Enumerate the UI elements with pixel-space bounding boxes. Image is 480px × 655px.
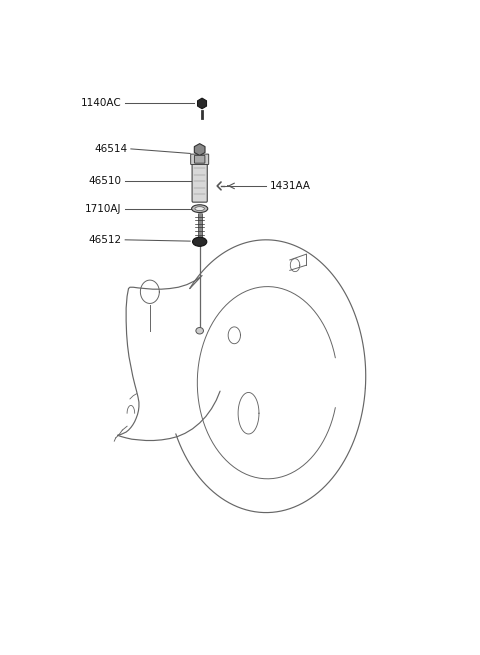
- Text: 1431AA: 1431AA: [270, 181, 311, 191]
- Text: 1710AJ: 1710AJ: [85, 204, 121, 214]
- Polygon shape: [198, 98, 206, 109]
- Polygon shape: [194, 143, 205, 155]
- FancyBboxPatch shape: [191, 154, 209, 164]
- Ellipse shape: [196, 328, 204, 334]
- FancyBboxPatch shape: [194, 155, 205, 163]
- Ellipse shape: [195, 207, 204, 211]
- FancyBboxPatch shape: [192, 157, 207, 202]
- Ellipse shape: [192, 205, 208, 213]
- Ellipse shape: [192, 237, 207, 246]
- Text: 46514: 46514: [94, 144, 127, 154]
- Text: 46510: 46510: [88, 176, 121, 186]
- Text: 46512: 46512: [88, 235, 121, 245]
- Text: 1140AC: 1140AC: [81, 98, 121, 109]
